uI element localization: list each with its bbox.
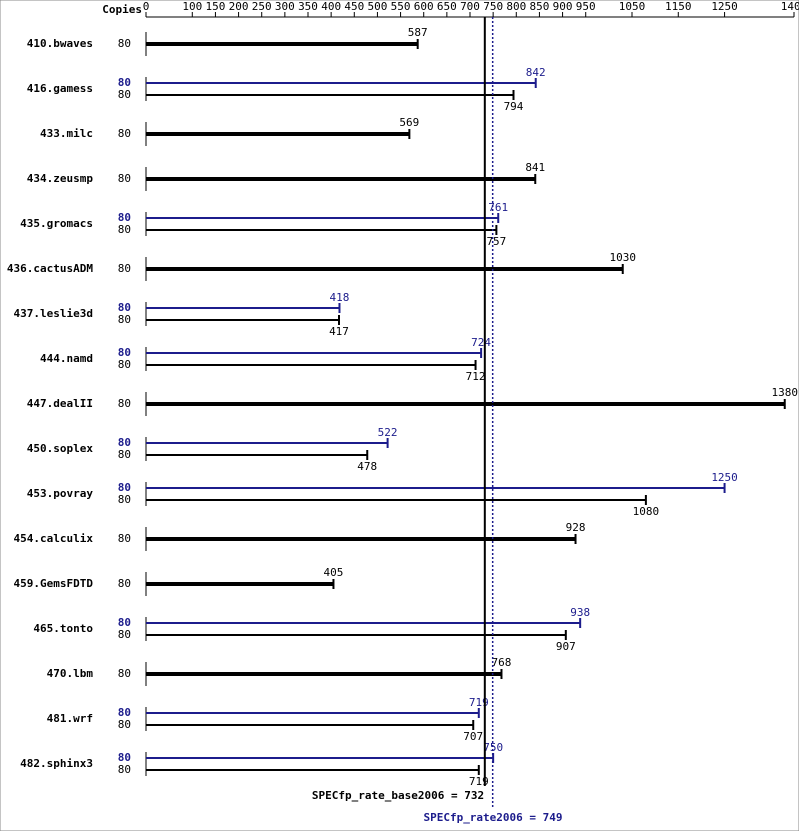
value-label: 938 bbox=[570, 606, 590, 619]
value-label: 1380 bbox=[771, 386, 798, 399]
x-tick-label: 600 bbox=[414, 0, 434, 13]
x-tick-label: 200 bbox=[229, 0, 249, 13]
copies-label: 80 bbox=[118, 37, 131, 50]
value-label: 750 bbox=[483, 741, 503, 754]
category-label: 481.wrf bbox=[47, 712, 93, 725]
value-label: 418 bbox=[330, 291, 350, 304]
category-label: 459.GemsFDTD bbox=[14, 577, 94, 590]
copies-label: 80 bbox=[118, 172, 131, 185]
value-label: 417 bbox=[329, 325, 349, 338]
x-tick-label: 250 bbox=[252, 0, 272, 13]
value-label: 1030 bbox=[609, 251, 636, 264]
copies-label: 80 bbox=[118, 751, 131, 764]
copies-label: 80 bbox=[118, 76, 131, 89]
x-tick-label: 350 bbox=[298, 0, 318, 13]
copies-label: 80 bbox=[118, 628, 131, 641]
copies-label: 80 bbox=[118, 481, 131, 494]
reference-label: SPECfp_rate_base2006 = 732 bbox=[312, 789, 484, 802]
category-label: 447.dealII bbox=[27, 397, 93, 410]
value-label: 794 bbox=[504, 100, 524, 113]
copies-label: 80 bbox=[118, 718, 131, 731]
copies-label: 80 bbox=[118, 262, 131, 275]
x-tick-label: 300 bbox=[275, 0, 295, 13]
value-label: 724 bbox=[471, 336, 491, 349]
copies-label: 80 bbox=[118, 436, 131, 449]
value-label: 842 bbox=[526, 66, 546, 79]
category-label: 470.lbm bbox=[47, 667, 94, 680]
x-tick-label: 550 bbox=[391, 0, 411, 13]
copies-label: 80 bbox=[118, 616, 131, 629]
value-label: 1250 bbox=[711, 471, 738, 484]
x-tick-label: 1250 bbox=[711, 0, 738, 13]
reference-label: SPECfp_rate2006 = 749 bbox=[423, 811, 562, 824]
value-label: 757 bbox=[486, 235, 506, 248]
x-tick-label: 0 bbox=[143, 0, 150, 13]
value-label: 719 bbox=[469, 775, 489, 788]
x-tick-label: 750 bbox=[483, 0, 503, 13]
value-label: 405 bbox=[324, 566, 344, 579]
x-tick-label: 1150 bbox=[665, 0, 692, 13]
x-tick-label: 900 bbox=[553, 0, 573, 13]
value-label: 587 bbox=[408, 26, 428, 39]
category-label: 434.zeusmp bbox=[27, 172, 94, 185]
x-tick-label: 800 bbox=[506, 0, 526, 13]
category-label: 437.leslie3d bbox=[14, 307, 93, 320]
copies-label: 80 bbox=[118, 532, 131, 545]
category-label: 435.gromacs bbox=[20, 217, 93, 230]
x-tick-label: 150 bbox=[205, 0, 225, 13]
value-label: 719 bbox=[469, 696, 489, 709]
category-label: 436.cactusADM bbox=[7, 262, 93, 275]
category-label: 453.povray bbox=[27, 487, 94, 500]
x-tick-label: 500 bbox=[367, 0, 387, 13]
x-tick-label: 650 bbox=[437, 0, 457, 13]
copies-label: 80 bbox=[118, 763, 131, 776]
copies-label: 80 bbox=[118, 301, 131, 314]
copies-label: 80 bbox=[118, 88, 131, 101]
x-tick-label: 100 bbox=[182, 0, 202, 13]
x-tick-label: 400 bbox=[321, 0, 341, 13]
x-tick-label: 450 bbox=[344, 0, 364, 13]
category-label: 482.sphinx3 bbox=[20, 757, 93, 770]
value-label: 522 bbox=[378, 426, 398, 439]
category-label: 450.soplex bbox=[27, 442, 94, 455]
copies-label: 80 bbox=[118, 448, 131, 461]
x-tick-label: 700 bbox=[460, 0, 480, 13]
value-label: 707 bbox=[463, 730, 483, 743]
value-label: 478 bbox=[357, 460, 377, 473]
copies-label: 80 bbox=[118, 211, 131, 224]
category-label: 433.milc bbox=[40, 127, 93, 140]
category-label: 410.bwaves bbox=[27, 37, 93, 50]
copies-label: 80 bbox=[118, 223, 131, 236]
value-label: 1080 bbox=[633, 505, 660, 518]
copies-label: 80 bbox=[118, 358, 131, 371]
x-tick-label: 950 bbox=[576, 0, 596, 13]
value-label: 569 bbox=[399, 116, 419, 129]
category-label: 465.tonto bbox=[33, 622, 93, 635]
value-label: 761 bbox=[488, 201, 508, 214]
copies-label: 80 bbox=[118, 346, 131, 359]
copies-label: 80 bbox=[118, 667, 131, 680]
copies-label: 80 bbox=[118, 577, 131, 590]
value-label: 712 bbox=[466, 370, 486, 383]
category-label: 444.namd bbox=[40, 352, 93, 365]
copies-label: 80 bbox=[118, 313, 131, 326]
x-tick-label: 1400 bbox=[781, 0, 799, 13]
value-label: 841 bbox=[525, 161, 545, 174]
copies-label: 80 bbox=[118, 397, 131, 410]
value-label: 907 bbox=[556, 640, 576, 653]
copies-label: 80 bbox=[118, 706, 131, 719]
x-tick-label: 850 bbox=[529, 0, 549, 13]
copies-header: Copies bbox=[102, 3, 142, 16]
x-tick-label: 1050 bbox=[619, 0, 646, 13]
copies-label: 80 bbox=[118, 493, 131, 506]
value-label: 768 bbox=[492, 656, 512, 669]
category-label: 416.gamess bbox=[27, 82, 93, 95]
copies-label: 80 bbox=[118, 127, 131, 140]
category-label: 454.calculix bbox=[14, 532, 94, 545]
value-label: 928 bbox=[566, 521, 586, 534]
